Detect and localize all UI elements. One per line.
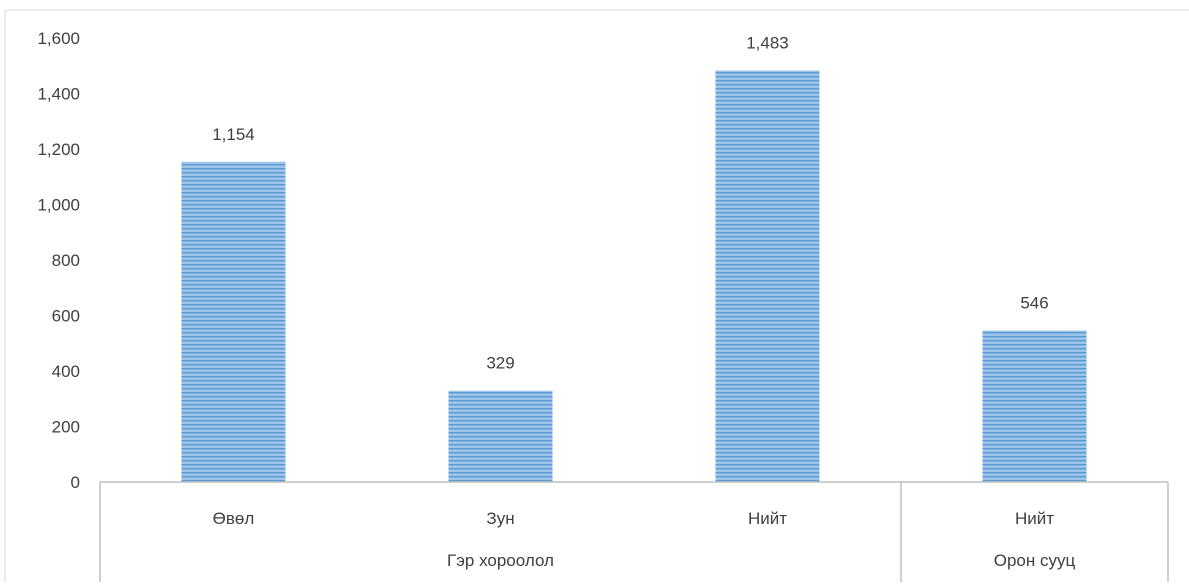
category-label: Нийт <box>1015 509 1054 528</box>
bar <box>982 330 1087 482</box>
bar-data-label: 1,483 <box>746 33 789 52</box>
y-tick-label: 200 <box>52 418 80 437</box>
y-tick-label: 600 <box>52 307 80 326</box>
group-labels-group: Гэр хороолол Орон сууц <box>447 551 1075 570</box>
y-tick-label: 1,200 <box>37 140 80 159</box>
category-label: Нийт <box>748 509 787 528</box>
data-labels-group: 1,154 329 1,483 546 <box>212 33 1048 372</box>
bar-data-label: 1,154 <box>212 125 255 144</box>
category-labels-group: Өвөл Зун Нийт Нийт <box>213 509 1055 528</box>
y-tick-label: 1,000 <box>37 196 80 215</box>
bar <box>715 70 820 482</box>
bars-group <box>181 70 1087 482</box>
y-axis-tick-labels: 0 200 400 600 800 1,000 1,200 1,400 1,600 <box>37 29 80 492</box>
y-tick-label: 800 <box>52 251 80 270</box>
y-tick-label: 0 <box>71 473 80 492</box>
y-tick-label: 1,400 <box>37 85 80 104</box>
bar <box>448 390 553 482</box>
y-tick-label: 1,600 <box>37 29 80 48</box>
group-label: Гэр хороолол <box>447 551 554 570</box>
category-label: Зун <box>486 509 514 528</box>
category-label: Өвөл <box>213 509 255 528</box>
bar-data-label: 329 <box>486 354 514 373</box>
y-tick-label: 400 <box>52 362 80 381</box>
bar <box>181 161 286 482</box>
group-label: Орон сууц <box>994 551 1076 570</box>
bar-data-label: 546 <box>1020 293 1048 312</box>
category-axis-lines <box>99 481 1169 582</box>
